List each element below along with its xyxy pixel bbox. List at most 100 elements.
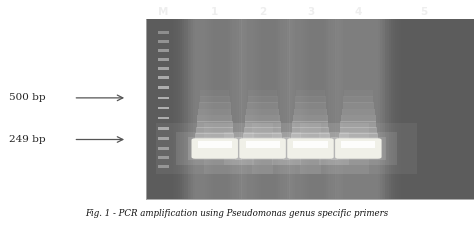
- Bar: [343, 102, 374, 109]
- Bar: [341, 141, 375, 148]
- Bar: [303, 19, 414, 199]
- Bar: [340, 127, 377, 134]
- Bar: [237, 19, 288, 199]
- Text: 5: 5: [420, 7, 428, 17]
- Bar: [167, 19, 263, 199]
- Bar: [207, 19, 318, 199]
- Bar: [204, 123, 321, 174]
- Bar: [228, 19, 297, 199]
- FancyBboxPatch shape: [191, 138, 238, 159]
- Bar: [246, 115, 280, 122]
- Bar: [292, 127, 329, 134]
- Bar: [241, 19, 284, 199]
- Bar: [341, 115, 375, 122]
- Bar: [287, 19, 334, 199]
- Bar: [159, 19, 270, 199]
- Bar: [339, 140, 378, 157]
- Bar: [339, 19, 378, 199]
- Bar: [205, 19, 320, 199]
- Bar: [272, 19, 349, 199]
- Bar: [263, 19, 358, 199]
- Bar: [188, 19, 337, 199]
- Bar: [328, 19, 389, 199]
- Bar: [295, 96, 326, 103]
- Bar: [301, 19, 416, 199]
- Bar: [230, 19, 295, 199]
- Bar: [249, 19, 372, 199]
- Bar: [198, 19, 328, 199]
- Bar: [201, 90, 229, 97]
- Bar: [295, 102, 326, 109]
- Bar: [158, 156, 169, 159]
- Bar: [194, 19, 331, 199]
- Bar: [246, 109, 279, 115]
- Bar: [293, 19, 423, 199]
- Bar: [200, 96, 230, 103]
- Bar: [259, 19, 362, 199]
- Bar: [158, 86, 169, 89]
- Bar: [274, 19, 347, 199]
- Bar: [152, 19, 278, 199]
- Bar: [169, 19, 261, 199]
- Bar: [238, 19, 383, 199]
- Bar: [290, 19, 427, 199]
- Bar: [246, 141, 280, 148]
- Bar: [295, 19, 421, 199]
- Bar: [331, 137, 385, 160]
- Bar: [243, 19, 282, 199]
- Bar: [200, 19, 326, 199]
- Bar: [243, 140, 282, 157]
- Bar: [312, 19, 404, 199]
- Bar: [320, 19, 397, 199]
- Bar: [293, 141, 328, 148]
- Bar: [291, 19, 330, 199]
- Bar: [340, 121, 376, 128]
- Bar: [234, 19, 292, 199]
- Bar: [264, 19, 356, 199]
- Bar: [236, 19, 385, 199]
- Text: Fig. 1 - PCR amplification using Pseudomonas genus specific primers: Fig. 1 - PCR amplification using Pseudom…: [85, 209, 389, 218]
- Bar: [176, 19, 253, 199]
- Bar: [211, 19, 314, 199]
- Bar: [316, 19, 401, 199]
- Bar: [289, 19, 332, 199]
- Bar: [158, 58, 169, 61]
- Bar: [158, 165, 169, 168]
- Bar: [248, 90, 277, 97]
- Bar: [261, 19, 360, 199]
- Bar: [148, 19, 282, 199]
- Bar: [291, 133, 330, 140]
- Bar: [333, 19, 383, 199]
- Bar: [158, 117, 169, 119]
- Bar: [173, 19, 257, 199]
- Text: 500 bp: 500 bp: [9, 93, 46, 102]
- Bar: [158, 137, 169, 140]
- Bar: [188, 19, 242, 199]
- Bar: [150, 19, 280, 199]
- Bar: [190, 19, 240, 199]
- Text: M: M: [158, 7, 169, 17]
- Bar: [215, 19, 310, 199]
- Bar: [296, 90, 325, 97]
- Bar: [331, 19, 385, 199]
- Bar: [319, 132, 397, 165]
- Bar: [201, 19, 324, 199]
- Bar: [198, 109, 231, 115]
- Bar: [324, 19, 393, 199]
- Text: 3: 3: [307, 7, 314, 17]
- Bar: [224, 19, 301, 199]
- FancyBboxPatch shape: [287, 138, 334, 159]
- Bar: [188, 137, 242, 160]
- Text: 1: 1: [211, 7, 219, 17]
- Bar: [165, 19, 264, 199]
- Bar: [272, 132, 349, 165]
- Bar: [326, 19, 391, 199]
- Bar: [310, 19, 406, 199]
- Bar: [268, 19, 353, 199]
- Bar: [305, 19, 412, 199]
- Bar: [283, 19, 337, 199]
- Text: 4: 4: [355, 7, 362, 17]
- Bar: [140, 19, 289, 199]
- Bar: [226, 19, 299, 199]
- Bar: [193, 19, 236, 199]
